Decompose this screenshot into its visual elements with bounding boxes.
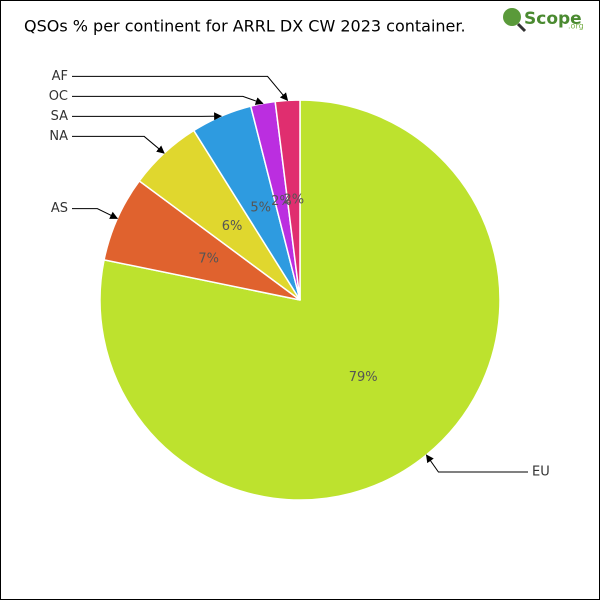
logo-icon	[516, 22, 527, 33]
category-label: EU	[532, 465, 550, 480]
category-label: AS	[51, 201, 68, 216]
logo-text: Scope	[524, 9, 582, 29]
chart-title: QSOs % per continent for ARRL DX CW 2023…	[24, 17, 466, 36]
logo: Scope .org	[503, 8, 584, 33]
leader-line	[72, 135, 165, 154]
data-label: 79%	[349, 370, 378, 385]
leader-line	[72, 75, 289, 102]
logo-icon	[503, 8, 521, 26]
category-label: SA	[51, 109, 68, 124]
category-label: AF	[52, 69, 68, 84]
category-label: NA	[49, 129, 68, 144]
leader-line	[72, 95, 264, 105]
logo-suffix: .org	[568, 22, 584, 31]
data-label: 7%	[198, 252, 219, 267]
data-label: 5%	[250, 201, 271, 216]
category-label: OC	[49, 89, 68, 104]
leader-line	[72, 208, 119, 219]
data-label: 2%	[283, 193, 304, 208]
leader-line	[425, 454, 528, 473]
data-label: 6%	[222, 219, 243, 234]
data-label: 2%	[271, 194, 292, 209]
